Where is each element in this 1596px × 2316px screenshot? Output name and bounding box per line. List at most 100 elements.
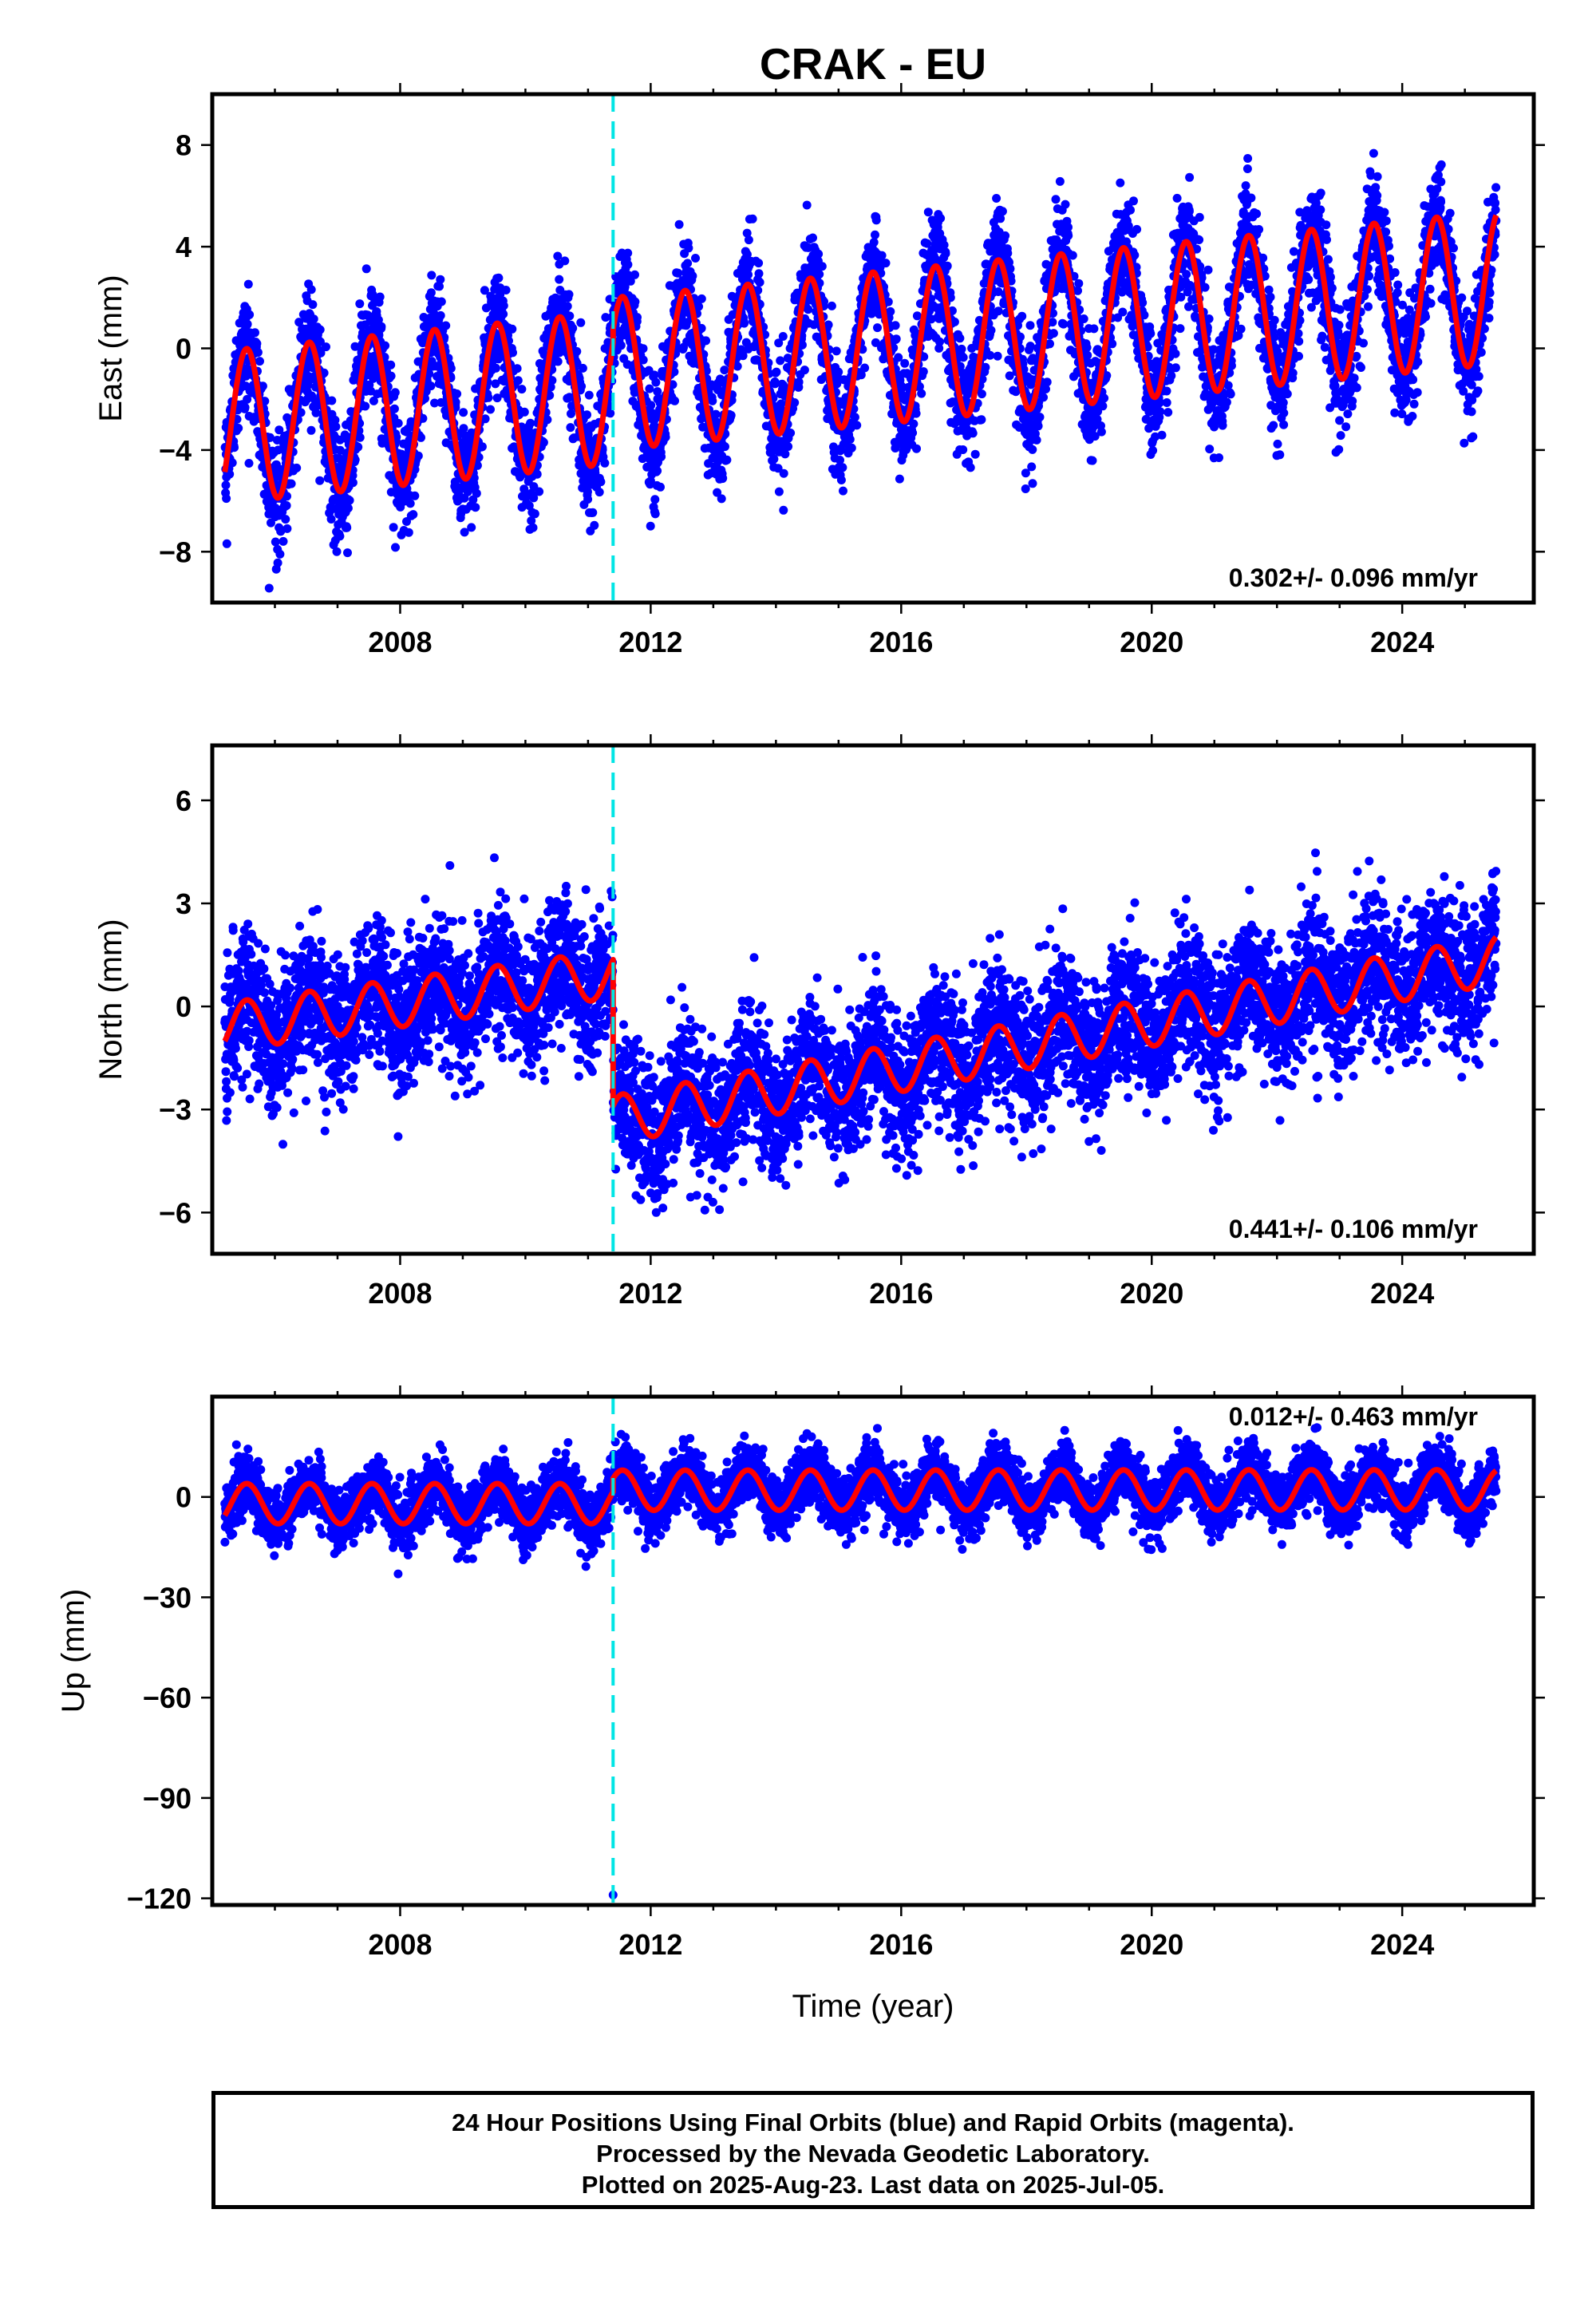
data-point: [1042, 377, 1052, 387]
data-point: [1148, 446, 1158, 455]
data-point: [900, 358, 910, 368]
data-point: [650, 370, 659, 380]
data-point: [957, 344, 966, 354]
data-point: [391, 543, 400, 552]
data-point: [286, 479, 296, 488]
data-point: [274, 445, 282, 455]
data-point: [994, 306, 1003, 316]
data-point: [845, 435, 855, 444]
data-point: [222, 539, 231, 548]
data-point: [563, 302, 572, 311]
data-point: [630, 297, 640, 306]
data-point: [275, 549, 285, 559]
data-point: [1195, 235, 1204, 244]
data-point: [958, 353, 968, 362]
data-point: [345, 496, 354, 505]
data-point: [350, 342, 360, 351]
data-point: [912, 444, 921, 453]
data-point: [315, 337, 325, 346]
data-point: [486, 405, 495, 414]
data-point: [651, 377, 661, 387]
data-point: [276, 527, 286, 536]
data-point: [484, 393, 493, 402]
data-point: [755, 278, 764, 287]
data-point: [1156, 407, 1165, 417]
data-point: [1098, 401, 1108, 411]
data-point: [530, 509, 539, 519]
data-point: [804, 305, 813, 314]
data-point: [1082, 343, 1092, 352]
data-point: [650, 509, 660, 519]
data-point: [426, 381, 436, 391]
data-point: [653, 466, 662, 476]
data-point: [923, 207, 933, 217]
data-point: [1055, 176, 1065, 186]
data-point: [417, 433, 425, 442]
data-point: [1064, 223, 1073, 232]
data-point: [638, 344, 648, 354]
data-point: [650, 495, 660, 504]
data-point: [1096, 427, 1106, 437]
data-point: [877, 251, 887, 260]
data-point: [281, 515, 290, 524]
data-point: [282, 524, 292, 533]
data-point: [243, 394, 252, 404]
data-point: [494, 273, 504, 283]
data-point: [711, 409, 721, 419]
data-point: [1005, 264, 1015, 274]
data-point: [553, 357, 563, 366]
data-point: [418, 413, 428, 423]
data-point: [981, 362, 990, 372]
data-point: [335, 532, 345, 541]
data-point: [355, 299, 365, 309]
data-point: [1001, 231, 1010, 240]
data-point: [808, 233, 817, 243]
data-point: [393, 418, 403, 428]
data-point: [776, 356, 785, 366]
data-point: [264, 583, 274, 593]
data-point: [717, 494, 726, 504]
data-point: [389, 523, 398, 532]
data-point: [532, 469, 542, 479]
data-point: [513, 376, 523, 385]
data-point: [568, 323, 578, 333]
data-point: [316, 348, 326, 358]
data-point: [986, 326, 996, 335]
data-point: [1079, 314, 1088, 323]
data-point: [584, 390, 594, 400]
data-point: [630, 270, 639, 279]
data-point: [616, 341, 626, 350]
data-point: [253, 348, 263, 357]
data-point: [517, 385, 527, 394]
data-point: [436, 275, 445, 284]
data-point: [1035, 413, 1045, 422]
data-point: [273, 558, 282, 567]
data-point: [306, 425, 316, 435]
data-point: [234, 424, 243, 433]
data-point: [827, 301, 836, 310]
data-point: [852, 421, 862, 430]
data-point: [1061, 200, 1070, 209]
data-point: [1039, 393, 1048, 402]
data-point: [720, 366, 729, 375]
data-point: [491, 363, 500, 373]
data-point: [1089, 324, 1099, 334]
data-point: [512, 364, 522, 373]
data-point: [1021, 484, 1030, 493]
data-point: [459, 424, 468, 433]
data-point: [1118, 307, 1128, 317]
data-point: [1157, 430, 1167, 440]
data-point: [1108, 339, 1117, 349]
data-point: [909, 419, 918, 429]
data-point: [694, 302, 704, 311]
data-point: [583, 495, 593, 504]
data-point: [469, 473, 479, 483]
data-point: [646, 401, 656, 410]
data-point: [670, 396, 679, 405]
data-point: [499, 310, 508, 318]
data-point: [471, 503, 480, 512]
data-point: [452, 389, 462, 398]
data-point: [480, 286, 489, 295]
data-point: [282, 492, 291, 501]
data-point: [1185, 172, 1195, 182]
